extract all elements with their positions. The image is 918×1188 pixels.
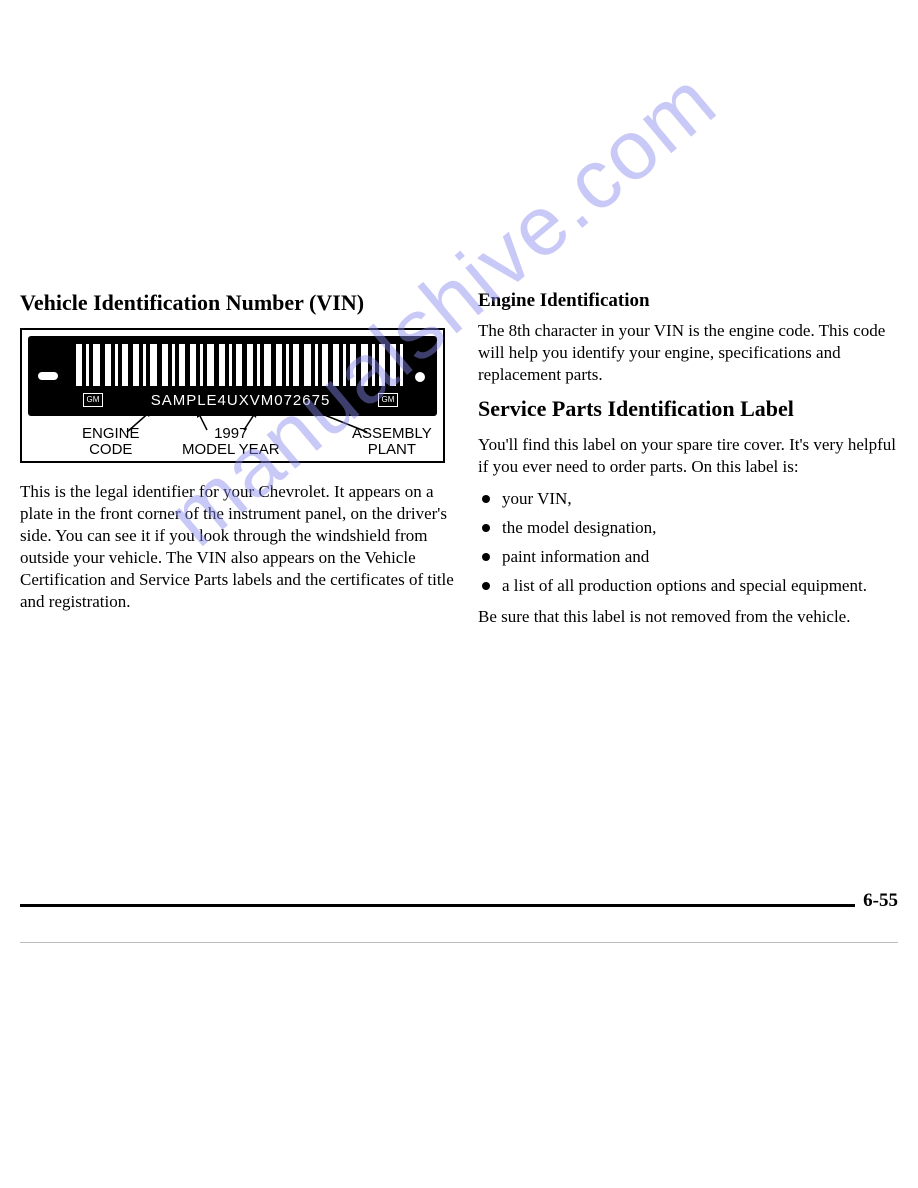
callout-model-year: 1997 MODEL YEAR — [182, 426, 280, 458]
plate-hole-right — [415, 372, 425, 382]
footer-rule — [20, 904, 898, 907]
vin-text-row: GM SAMPLE4UXVM072675 GM — [83, 390, 398, 410]
footer-subrule — [20, 942, 898, 943]
list-item: the model designation, — [482, 517, 898, 540]
plate-hole-left — [38, 372, 58, 380]
callout-assembly-plant: ASSEMBLY PLANT — [352, 426, 432, 458]
bullet-icon — [482, 524, 490, 532]
list-item-text: paint information and — [502, 546, 649, 569]
right-column: Engine Identification The 8th character … — [478, 290, 898, 638]
gm-logo-left: GM — [83, 393, 103, 407]
vin-plate: GM SAMPLE4UXVM072675 GM — [28, 336, 437, 416]
bullet-icon — [482, 553, 490, 561]
list-item: paint information and — [482, 546, 898, 569]
list-item: your VIN, — [482, 488, 898, 511]
list-item-text: a list of all production options and spe… — [502, 575, 867, 598]
engine-id-paragraph: The 8th character in your VIN is the eng… — [478, 320, 898, 386]
bullet-icon — [482, 495, 490, 503]
vin-heading: Vehicle Identification Number (VIN) — [20, 290, 458, 316]
service-parts-heading: Service Parts Identification Label — [478, 396, 898, 422]
vin-sample-text: SAMPLE4UXVM072675 — [151, 392, 331, 409]
bullet-icon — [482, 582, 490, 590]
list-item-text: your VIN, — [502, 488, 572, 511]
page-content: Vehicle Identification Number (VIN) — [20, 290, 898, 638]
callout-labels: ENGINE CODE 1997 MODEL YEAR ASSEMBLY PLA… — [22, 416, 443, 461]
service-parts-intro: You'll find this label on your spare tir… — [478, 434, 898, 478]
left-column: Vehicle Identification Number (VIN) — [20, 290, 458, 638]
list-item-text: the model designation, — [502, 517, 656, 540]
list-item: a list of all production options and spe… — [482, 575, 898, 598]
page-number: 6-55 — [855, 890, 898, 912]
gm-logo-right: GM — [378, 393, 398, 407]
callout-engine-code: ENGINE CODE — [82, 426, 140, 458]
vin-diagram: GM SAMPLE4UXVM072675 GM ENGINE CODE 1997… — [20, 328, 445, 463]
service-parts-list: your VIN, the model designation, paint i… — [478, 488, 898, 598]
service-parts-note: Be sure that this label is not removed f… — [478, 606, 898, 628]
page-footer: 6-55 — [20, 904, 898, 943]
vin-paragraph: This is the legal identifier for your Ch… — [20, 481, 458, 614]
engine-id-heading: Engine Identification — [478, 290, 898, 312]
barcode — [76, 344, 406, 386]
